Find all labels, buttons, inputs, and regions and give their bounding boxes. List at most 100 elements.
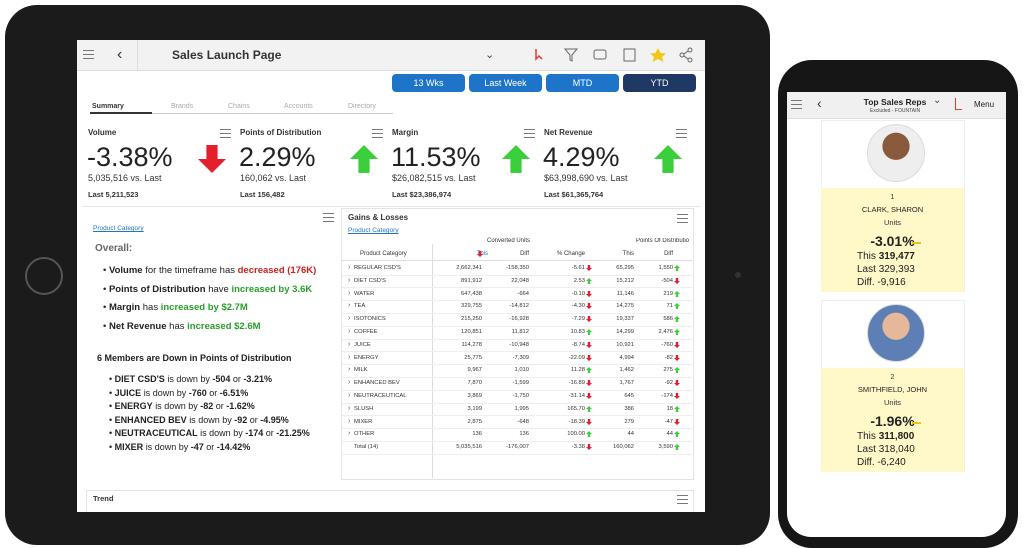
- down-arrow: [586, 354, 592, 361]
- cell: -158,350: [506, 265, 529, 271]
- cell: -760: [661, 341, 673, 348]
- row-line: [342, 274, 692, 276]
- period-button[interactable]: 13 Wks: [392, 74, 465, 92]
- up-arrow: [586, 431, 592, 438]
- change-bar: [912, 422, 921, 424]
- cell: 2,476: [658, 329, 673, 335]
- kpi-menu[interactable]: [220, 129, 231, 138]
- summary-bullet: • Points of Distribution have increased …: [103, 283, 313, 295]
- menu-button[interactable]: Menu: [974, 100, 995, 109]
- rep-stat: Last 318,040: [857, 444, 915, 455]
- app-menu[interactable]: [791, 100, 802, 109]
- stat-value: 319,477: [878, 251, 915, 262]
- cell: 329,755: [461, 303, 482, 310]
- cell: -504: [661, 277, 673, 284]
- summary-link[interactable]: Product Category: [93, 225, 144, 232]
- cell: 71: [666, 303, 673, 310]
- row-line: [342, 300, 692, 302]
- app-header: [77, 40, 705, 71]
- phone-screen: ‹ ⌄ Top Sales Reps Excluded - FOUNTAIN Men…: [787, 92, 1006, 537]
- cell: 11.28: [570, 367, 585, 374]
- touch-icon[interactable]: [535, 49, 543, 61]
- comment-icon[interactable]: [593, 49, 607, 60]
- cell: 18: [666, 405, 673, 412]
- overall-label: Overall:: [95, 243, 133, 254]
- member-name: DIET CSD'S: [114, 374, 165, 384]
- home-button[interactable]: [25, 257, 63, 295]
- expand-chevron: ›: [348, 430, 351, 438]
- cell: 1,767: [619, 380, 634, 387]
- cell: -1,750: [512, 393, 529, 399]
- up-arrow: [586, 405, 592, 412]
- kpi-menu[interactable]: [676, 129, 687, 138]
- cell: -648: [517, 418, 529, 425]
- phone-title: Top Sales Reps: [863, 97, 927, 107]
- save-icon[interactable]: [623, 48, 636, 62]
- cell: 44: [627, 431, 634, 438]
- cell: -174: [661, 393, 673, 399]
- up-arrow: [674, 290, 680, 297]
- row-line: [342, 453, 692, 455]
- period-button[interactable]: Last Week: [469, 74, 542, 92]
- kpi-label: Margin: [392, 128, 419, 137]
- metric: Margin: [108, 302, 141, 313]
- cell: -1,599: [512, 380, 529, 387]
- panel-menu[interactable]: [323, 213, 334, 222]
- dropdown-chevron[interactable]: ⌄: [485, 49, 495, 61]
- row-line: [342, 364, 692, 366]
- panel-menu[interactable]: [677, 214, 688, 223]
- app-menu[interactable]: [83, 50, 94, 59]
- cell: -16,928: [509, 316, 529, 323]
- cell: 136: [472, 431, 482, 438]
- share-icon[interactable]: [679, 47, 693, 63]
- cell: 1,010: [514, 367, 529, 374]
- dropdown-chevron[interactable]: ⌄: [933, 95, 942, 106]
- cell: -664: [517, 290, 529, 297]
- joiner: or: [215, 401, 224, 412]
- tab[interactable]: Summary: [92, 103, 124, 110]
- cell: 1,462: [619, 367, 634, 374]
- member-line: • DIET CSD'S is down by -504 or -3.21%: [109, 374, 272, 384]
- panel-menu[interactable]: [677, 495, 688, 504]
- group-header: Points Of Distributio: [636, 238, 690, 244]
- kpi-menu[interactable]: [524, 129, 535, 138]
- favorite-icon[interactable]: [650, 48, 666, 62]
- period-button[interactable]: MTD: [546, 74, 619, 92]
- back-button[interactable]: ‹: [117, 46, 123, 63]
- table-link[interactable]: Product Category: [348, 227, 399, 234]
- row-line: [342, 351, 692, 353]
- column-header: Product Category: [360, 251, 407, 257]
- metric: Volume: [108, 265, 143, 276]
- down-arrow: [586, 393, 592, 399]
- text: for the timeframe has: [145, 265, 235, 276]
- period-button[interactable]: YTD: [623, 74, 696, 92]
- cell: 645: [624, 393, 634, 399]
- up-arrow: [674, 329, 680, 335]
- row-category: OTHER: [354, 431, 375, 438]
- cell: 386: [624, 405, 634, 412]
- row-category: NEUTRACEUTICAL: [354, 393, 407, 399]
- back-button[interactable]: ‹: [817, 95, 822, 111]
- cell: 136: [519, 431, 529, 438]
- tab[interactable]: Accounts: [284, 103, 313, 110]
- cell: 14,275: [616, 303, 634, 310]
- metric: Points of Distribution: [108, 283, 206, 295]
- amount: -47: [190, 442, 204, 452]
- cell: 275: [663, 367, 673, 374]
- filter-icon[interactable]: [563, 48, 579, 62]
- tab[interactable]: Chains: [228, 103, 250, 110]
- row-line: [342, 312, 692, 314]
- cell: 279: [624, 418, 634, 425]
- tab[interactable]: Directory: [348, 103, 377, 110]
- kpi-menu[interactable]: [372, 129, 383, 138]
- kpi-detail: $26,082,515 vs. Last: [392, 173, 476, 183]
- avatar: [867, 124, 925, 182]
- verb: is down by: [155, 401, 198, 412]
- cell: 65,295: [616, 265, 634, 271]
- cell: 25,775: [464, 354, 482, 361]
- tab[interactable]: Brands: [171, 103, 194, 110]
- stat-value: 311,800: [878, 431, 915, 442]
- row-category: COFFEE: [354, 329, 378, 335]
- row-category: WATER: [354, 290, 375, 297]
- touch-icon[interactable]: [955, 98, 962, 110]
